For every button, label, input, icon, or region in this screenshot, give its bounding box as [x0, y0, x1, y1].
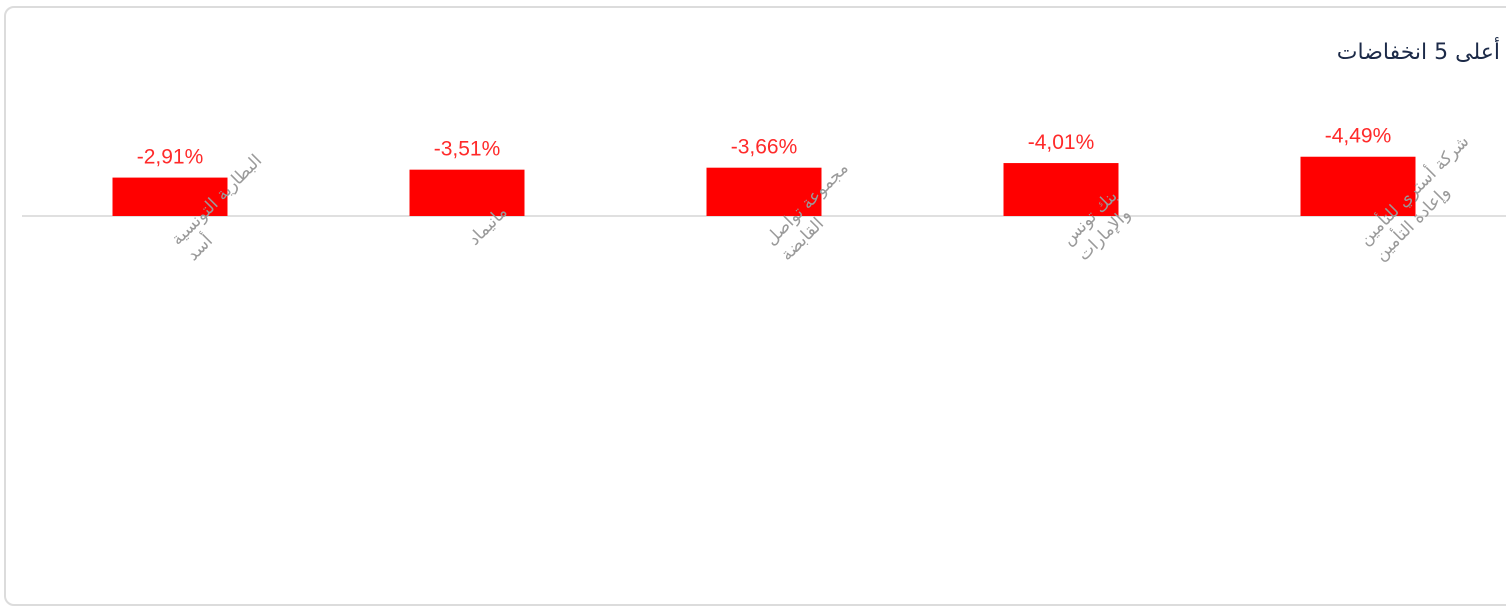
bar[interactable] — [112, 177, 228, 216]
bar[interactable] — [1300, 156, 1416, 216]
bar-value-label: -2,91% — [137, 146, 204, 169]
bar-group[interactable]: -4,01%بنك تونسوالإمارات — [1003, 131, 1138, 265]
bar[interactable] — [409, 169, 525, 216]
bar[interactable] — [1003, 163, 1119, 216]
bar[interactable] — [706, 167, 822, 216]
bar-group[interactable]: -3,51%مانيماد — [409, 138, 525, 250]
chart-card — [4, 6, 1506, 606]
bar-value-label: -4,49% — [1325, 125, 1392, 148]
bar-group[interactable]: -2,91%البطارية التونسيةأسد — [112, 146, 282, 266]
bar-group[interactable]: -3,66%مجموعة تواصلالقابضة — [706, 136, 869, 265]
bar-value-label: -3,51% — [434, 138, 501, 161]
bar-chart: -2,91%البطارية التونسيةأسد-3,51%مانيماد-… — [22, 125, 1506, 266]
bar-value-label: -4,01% — [1028, 131, 1095, 154]
chart-title: أعلى 5 انخفاضات — [1336, 40, 1500, 65]
bar-group[interactable]: -4,49%شركة أستري للتأمينوإعادة التأمين — [1300, 125, 1489, 265]
bar-value-label: -3,66% — [731, 136, 798, 159]
